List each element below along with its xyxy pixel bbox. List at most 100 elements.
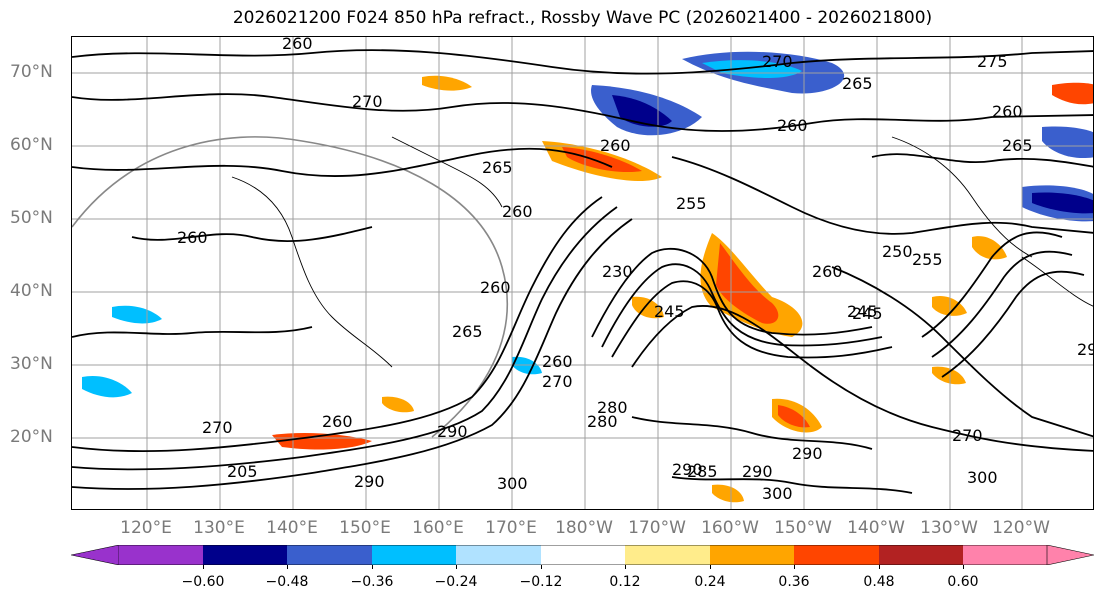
lon-label-120w: 120°W [992, 518, 1050, 538]
colorbar-tick-label: 0.60 [947, 574, 979, 590]
contour-label: 260 [542, 352, 573, 371]
colorbar-segment [710, 545, 794, 565]
contour-label: 270 [352, 92, 383, 111]
colorbar-segment [1046, 544, 1095, 566]
colorbar-segment [70, 544, 120, 566]
lon-label-170e: 170°E [485, 518, 537, 538]
lon-label-160w: 160°W [701, 518, 759, 538]
colorbar-tick-label: −0.12 [519, 574, 563, 590]
contour-label-group: 260 270 275 265 260 260 265 270 260 265 … [177, 37, 1094, 503]
colorbar-svg [70, 544, 1095, 566]
contour-label: 265 [842, 74, 873, 93]
contour-label: 290 [354, 472, 385, 491]
contour-label: 230 [602, 262, 633, 281]
contour-label: 260 [502, 202, 533, 221]
contour-label: 255 [676, 194, 707, 213]
colorbar-segment [372, 545, 456, 565]
colorbar-tickmark [456, 565, 457, 569]
contour-label: 260 [480, 278, 511, 297]
contour-lines [72, 49, 1093, 494]
contour-label: 260 [282, 37, 313, 53]
colorbar-tickmark [625, 565, 626, 569]
lon-label-140e: 140°E [266, 518, 318, 538]
contour-label: 280 [587, 412, 618, 431]
colorbar-tick-label: 0.48 [863, 574, 895, 590]
colorbar-tickmark [794, 565, 795, 569]
lon-label-150w: 150°W [774, 518, 832, 538]
contour-label: 275 [977, 52, 1008, 71]
lon-label-170w: 170°W [628, 518, 686, 538]
colorbar-segment [794, 545, 879, 565]
lat-label-40n: 40°N [10, 281, 53, 301]
contour-label: 290 [437, 422, 468, 441]
map-canvas: 260 270 275 265 260 260 265 270 260 265 … [72, 37, 1094, 509]
contour-label: 260 [322, 412, 353, 431]
lon-label-180w: 180°W [555, 518, 613, 538]
colorbar-tick-label: 0.36 [778, 574, 810, 590]
lat-label-50n: 50°N [10, 208, 53, 228]
map-panel: 260 270 275 265 260 260 265 270 260 265 … [71, 36, 1094, 510]
contour-label: 300 [967, 468, 998, 487]
lat-label-30n: 30°N [10, 354, 53, 374]
contour-label: 260 [777, 116, 808, 135]
colorbar-tick-label: 0.24 [694, 574, 726, 590]
colorbar-tickmark [963, 565, 964, 569]
contour-label: 265 [482, 158, 513, 177]
colorbar-tick-label: −0.36 [350, 574, 394, 590]
colorbar-segment [203, 545, 287, 565]
colorbar-segment [879, 545, 963, 565]
contour-label: 290 [742, 462, 773, 481]
contour-label: 265 [1002, 136, 1033, 155]
lon-label-160e: 160°E [412, 518, 464, 538]
colorbar-segment [963, 545, 1047, 565]
colorbar-segment [541, 545, 625, 565]
lat-label-20n: 20°N [10, 427, 53, 447]
contour-label: 260 [600, 136, 631, 155]
colorbar-tick-label: −0.24 [434, 574, 478, 590]
colorbar-tick-label: 0.12 [609, 574, 641, 590]
colorbar-tickmark [372, 565, 373, 569]
colorbar-tickmark [203, 565, 204, 569]
contour-label: 245 [654, 302, 685, 321]
colorbar-tickmark [879, 565, 880, 569]
lat-label-70n: 70°N [10, 62, 53, 82]
contour-label: 270 [762, 52, 793, 71]
contour-label: 270 [952, 426, 983, 445]
contour-label: 260 [812, 262, 843, 281]
contour-label: 260 [992, 102, 1023, 121]
colorbar-segment [625, 545, 710, 565]
colorbar [70, 544, 1095, 566]
colorbar-tickmark [541, 565, 542, 569]
contour-label: 290 [1077, 340, 1094, 359]
colorbar-segment [119, 545, 203, 565]
colorbar-tickmark [287, 565, 288, 569]
contour-label: 300 [762, 484, 793, 503]
reference-arc [72, 136, 508, 438]
contour-label: 300 [497, 474, 528, 493]
contour-label: 265 [452, 322, 483, 341]
colorbar-tickmark [710, 565, 711, 569]
colorbar-tick-label: −0.48 [265, 574, 309, 590]
colorbar-tick-label: −0.60 [181, 574, 225, 590]
graticule [72, 37, 1093, 509]
contour-label: 205 [227, 462, 258, 481]
lon-label-130e: 130°E [193, 518, 245, 538]
contour-label: 290 [792, 444, 823, 463]
map-title: 2026021200 F024 850 hPa refract., Rossby… [232, 8, 933, 28]
lon-label-150e: 150°E [339, 518, 391, 538]
contour-label: 245 [847, 302, 878, 321]
contour-label: 290 [672, 460, 703, 479]
colorbar-segment [287, 545, 372, 565]
contour-label: 280 [597, 398, 628, 417]
lon-label-120e: 120°E [120, 518, 172, 538]
shaded-anomalies [82, 51, 1093, 503]
contour-label: 245 [852, 304, 883, 323]
lon-label-140w: 140°W [847, 518, 905, 538]
lat-label-60n: 60°N [10, 135, 53, 155]
contour-label: 270 [542, 372, 573, 391]
contour-label: 250 [882, 242, 913, 261]
lon-label-130w: 130°W [920, 518, 978, 538]
contour-label: 270 [202, 418, 233, 437]
contour-label: 285 [687, 462, 718, 481]
contour-label: 260 [177, 228, 208, 247]
